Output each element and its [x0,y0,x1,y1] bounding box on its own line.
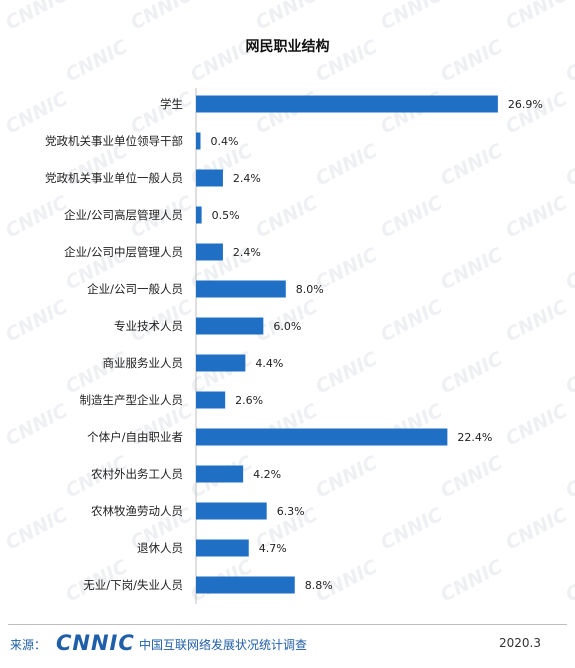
cnnic-logo: CNNIC [56,631,135,655]
category-label: 学生 [160,97,183,111]
category-label: 企业/公司高层管理人员 [64,208,183,222]
category-label: 个体户/自由职业者 [87,430,183,444]
bar [196,502,267,520]
value-label: 8.0% [296,283,324,296]
value-label: 2.4% [233,172,261,185]
footer: 来源： CNNIC 中国互联网络发展状况统计调查 2020.3 [0,626,575,668]
bar [196,317,264,335]
bar [196,132,201,150]
value-label: 22.4% [457,431,492,444]
footer-divider [8,624,567,625]
category-label: 退休人员 [137,541,183,555]
bar [196,539,249,557]
bar [196,391,226,409]
category-label: 企业/公司一般人员 [87,282,183,296]
category-label: 无业/下岗/失业人员 [83,578,183,592]
value-label: 6.0% [273,320,301,333]
category-label: 企业/公司中层管理人员 [64,245,183,259]
value-label: 0.4% [210,135,238,148]
value-label: 26.9% [508,98,543,111]
value-label: 2.6% [235,394,263,407]
bar [196,95,498,113]
chart-title: 网民职业结构 [245,39,330,55]
value-label: 2.4% [233,246,261,259]
category-label: 农林牧渔劳动人员 [91,504,183,518]
category-label: 农村外出务工人员 [91,467,183,481]
value-label: 0.5% [212,209,240,222]
bar [196,243,223,261]
bar [196,428,448,446]
category-label: 商业服务业人员 [103,356,184,370]
value-label: 8.8% [305,579,333,592]
bar [196,169,223,187]
value-label: 4.7% [259,542,287,555]
category-label: 制造生产型企业人员 [80,393,184,407]
category-label: 党政机关事业单位一般人员 [45,171,183,185]
value-label: 4.4% [255,357,283,370]
bar [196,576,295,594]
source-label: 来源： [10,638,47,652]
bar [196,465,244,483]
value-label: 6.3% [277,505,305,518]
value-label: 4.2% [253,468,281,481]
source-date: 2020.3 [499,636,541,650]
category-label: 党政机关事业单位领导干部 [45,134,183,148]
bar [196,280,286,298]
category-label: 专业技术人员 [114,319,183,333]
bar [196,354,246,372]
bar-chart: 学生 26.9% 党政机关事业单位领导干部 0.4% 党政机关事业单位一般人员 2.4% 企… [45,88,543,604]
source-name: 中国互联网络发展状况统计调查 [139,638,308,652]
bar [196,206,202,224]
